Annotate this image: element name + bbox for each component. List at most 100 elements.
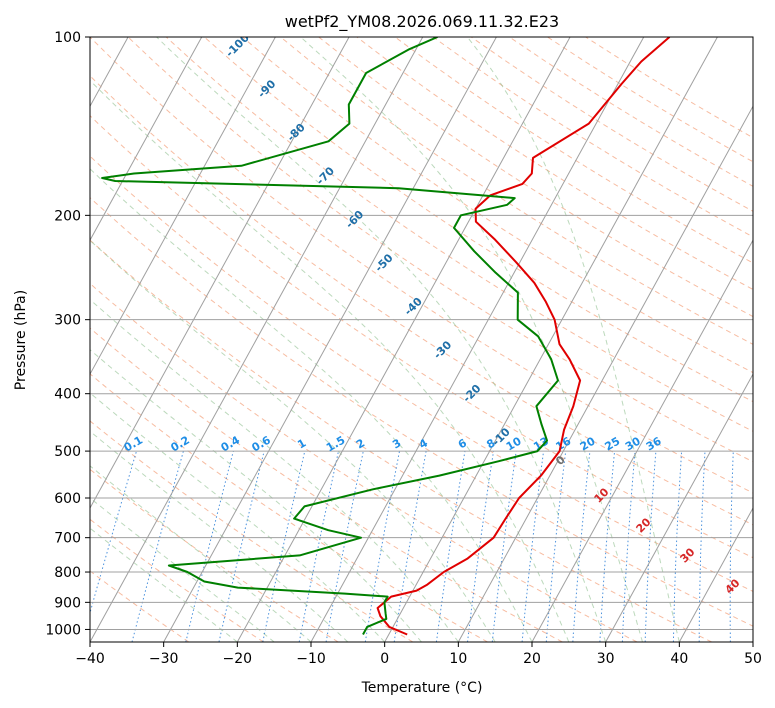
x-tick-label: 20 bbox=[523, 651, 541, 667]
x-tick-label: 50 bbox=[744, 651, 762, 667]
mixing-ratio-line bbox=[90, 450, 137, 615]
mixing-ratio-label: 30 bbox=[623, 434, 643, 453]
y-tick-label: 600 bbox=[54, 491, 81, 507]
dry-adiabat bbox=[585, 37, 753, 139]
moist-adiabat bbox=[90, 298, 459, 642]
x-axis-label: Temperature (°C) bbox=[361, 680, 483, 696]
isotherm-line bbox=[90, 37, 276, 376]
moist-adiabat bbox=[90, 239, 496, 642]
mixing-ratio-label: 2 bbox=[354, 436, 367, 451]
y-tick-label: 1000 bbox=[45, 622, 81, 638]
x-tick-label: 40 bbox=[670, 651, 688, 667]
isotherm-line bbox=[384, 37, 718, 642]
dry-adiabat-label: -20 bbox=[460, 382, 483, 405]
isotherm-line bbox=[752, 640, 753, 642]
mixing-ratio-line bbox=[698, 451, 706, 642]
y-tick-label: 500 bbox=[54, 444, 81, 460]
mixing-ratio-label: 20 bbox=[578, 434, 598, 453]
dry-adiabat bbox=[318, 37, 753, 318]
dry-adiabat bbox=[90, 239, 712, 642]
isotherm-line bbox=[678, 507, 753, 642]
moist-adiabat bbox=[90, 497, 275, 642]
x-tick-label: 10 bbox=[449, 651, 467, 667]
x-tick-label: −30 bbox=[149, 651, 179, 667]
mixing-ratio-label: 6 bbox=[456, 436, 469, 451]
dry-adiabat bbox=[90, 518, 264, 642]
dry-adiabat bbox=[90, 196, 753, 627]
dry-adiabat bbox=[356, 37, 753, 290]
dry-adiabat bbox=[90, 468, 339, 642]
isotherm-line bbox=[457, 105, 753, 642]
y-tick-label: 700 bbox=[54, 531, 81, 547]
dewpoint-profile-line bbox=[101, 37, 559, 635]
isotherm-line bbox=[163, 37, 497, 642]
x-tick-label: −40 bbox=[75, 651, 105, 667]
x-tick-label: −10 bbox=[296, 651, 326, 667]
dry-adiabat-label: -30 bbox=[431, 338, 454, 361]
y-tick-label: 900 bbox=[54, 595, 81, 611]
moist-adiabat bbox=[300, 37, 643, 642]
y-axis-label: Pressure (hPa) bbox=[13, 290, 29, 390]
x-tick-label: 0 bbox=[380, 651, 389, 667]
isotherm-line bbox=[605, 373, 753, 642]
mixing-ratio-line bbox=[218, 450, 265, 642]
dry-adiabat bbox=[509, 37, 753, 187]
isotherm-line bbox=[310, 37, 645, 642]
mixing-ratio-label: 25 bbox=[603, 435, 623, 454]
x-tick-label: 30 bbox=[597, 651, 615, 667]
mixing-ratio-line bbox=[131, 450, 184, 642]
dry-adiabat bbox=[90, 75, 753, 526]
isotherm-line bbox=[90, 37, 424, 642]
mixing-ratio-line bbox=[491, 451, 517, 642]
dry-adiabat bbox=[90, 282, 638, 642]
dry-adiabat bbox=[432, 37, 753, 238]
y-tick-label: 100 bbox=[54, 30, 81, 46]
moist-adiabat bbox=[90, 392, 386, 642]
dry-adiabat bbox=[90, 570, 190, 642]
x-tick-label: −20 bbox=[223, 651, 253, 667]
isotherm-line bbox=[90, 37, 350, 510]
mixing-ratio-line bbox=[435, 451, 466, 642]
mixing-ratio-label: 13 bbox=[531, 435, 551, 454]
dry-adiabat-label: -70 bbox=[314, 164, 337, 187]
dry-adiabat-label: -60 bbox=[343, 208, 366, 231]
chart-title: wetPf2_YM08.2026.069.11.32.E23 bbox=[285, 12, 559, 32]
mixing-ratio-label: 4 bbox=[417, 436, 430, 451]
y-tick-label: 400 bbox=[54, 387, 81, 403]
dry-adiabat bbox=[394, 37, 753, 264]
y-tick-label: 300 bbox=[54, 313, 81, 329]
dry-adiabat-label: -100 bbox=[223, 31, 252, 60]
y-tick-label: 200 bbox=[54, 208, 81, 224]
isotherm-line bbox=[236, 37, 571, 642]
dry-adiabat bbox=[242, 37, 753, 374]
moist-adiabat bbox=[90, 527, 238, 642]
moist-adiabat bbox=[467, 37, 680, 642]
mixing-ratio-line bbox=[262, 450, 306, 642]
mixing-ratio-line bbox=[521, 451, 545, 642]
moist-adiabat-label: 40 bbox=[723, 576, 743, 596]
mixing-ratio-line bbox=[545, 451, 567, 642]
moist-adiabat bbox=[90, 79, 570, 642]
isotherm-line bbox=[531, 239, 753, 642]
dry-adiabat-label: -40 bbox=[402, 295, 425, 318]
moist-adiabat bbox=[90, 168, 533, 642]
dry-adiabat bbox=[90, 114, 753, 559]
mixing-ratio-line bbox=[572, 451, 591, 642]
moist-adiabat bbox=[90, 349, 422, 642]
mixing-ratio-line bbox=[185, 450, 234, 642]
dry-adiabat bbox=[90, 373, 488, 642]
mixing-ratio-line bbox=[672, 451, 683, 642]
isotherm-line bbox=[90, 37, 203, 242]
dry-adiabat bbox=[90, 155, 753, 592]
mixing-ratio-label: 36 bbox=[644, 434, 664, 453]
moist-adiabat bbox=[90, 465, 312, 642]
dry-adiabat bbox=[165, 37, 753, 432]
moist-adiabat bbox=[156, 37, 607, 642]
plot-frame bbox=[89, 36, 754, 643]
temperature-profile-line bbox=[376, 37, 671, 636]
mixing-ratio-line bbox=[467, 451, 494, 642]
dry-adiabat bbox=[90, 420, 414, 642]
dry-adiabat bbox=[90, 37, 753, 494]
mixing-ratio-line bbox=[621, 451, 636, 642]
